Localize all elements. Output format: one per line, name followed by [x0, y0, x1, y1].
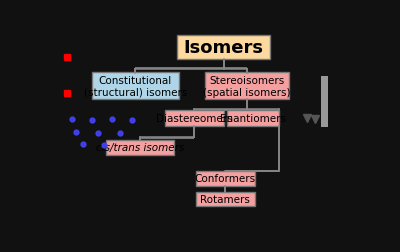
FancyBboxPatch shape — [177, 36, 270, 59]
Text: cis/trans isomers: cis/trans isomers — [96, 143, 184, 153]
FancyBboxPatch shape — [205, 73, 289, 100]
FancyBboxPatch shape — [106, 140, 174, 155]
Text: Rotamers: Rotamers — [200, 194, 250, 204]
FancyBboxPatch shape — [165, 111, 224, 126]
Text: Diastereomers: Diastereomers — [156, 114, 232, 123]
FancyBboxPatch shape — [92, 73, 179, 100]
Text: Isomers: Isomers — [184, 39, 264, 57]
Text: Constitutional
(structural) isomers: Constitutional (structural) isomers — [84, 76, 187, 97]
Bar — [321, 77, 328, 127]
FancyBboxPatch shape — [196, 171, 254, 186]
Text: Stereoisomers
(spatial isomers): Stereoisomers (spatial isomers) — [203, 76, 290, 97]
Text: Conformers: Conformers — [194, 174, 256, 184]
Text: Enantiomers: Enantiomers — [220, 114, 286, 123]
FancyBboxPatch shape — [196, 192, 254, 206]
FancyBboxPatch shape — [227, 111, 280, 126]
